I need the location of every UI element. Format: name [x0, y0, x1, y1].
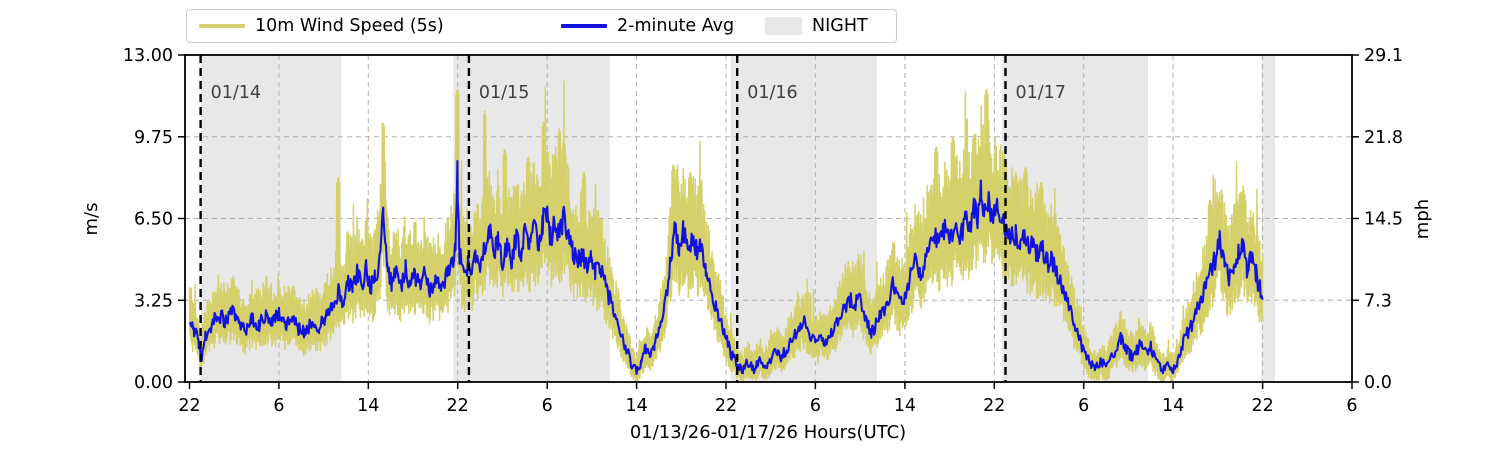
- night-patch-swatch: [765, 17, 802, 35]
- day-markers: 01/14 01/15 01/16 01/17: [199, 55, 1066, 382]
- chart-legend: 10m Wind Speed (5s) 2-minute Avg NIGHT: [186, 9, 897, 43]
- y-right-tick-label: 7.3: [1364, 291, 1392, 311]
- legend-label-raw-wind: 10m Wind Speed (5s): [255, 16, 444, 36]
- legend-item-night: NIGHT: [765, 10, 868, 42]
- avg-wind-series: [188, 160, 1264, 376]
- x-tick-label: 6: [1346, 396, 1357, 416]
- y-left-tick-label: 13.00: [123, 46, 173, 66]
- raw-wind-line-swatch: [199, 24, 245, 28]
- x-tick-label: 14: [894, 396, 916, 416]
- legend-item-raw-wind: 10m Wind Speed (5s): [199, 10, 444, 42]
- grid: [185, 55, 1352, 382]
- x-tick-label: 6: [810, 396, 821, 416]
- y-axis-label-right: mph: [1412, 199, 1433, 239]
- axes: 22 6 14 22 6 14 22 6 14 22 6 14 22 6 0.00 0.0 3.25 7.3 6.5…: [123, 46, 1403, 416]
- y-left-tick-label: 0.00: [134, 373, 173, 393]
- x-tick-label: 14: [1162, 396, 1184, 416]
- day-label: 01/15: [479, 83, 529, 103]
- x-tick-label: 22: [178, 396, 200, 416]
- raw-series: [188, 80, 1264, 382]
- x-tick-label: 6: [542, 396, 553, 416]
- y-right-tick-label: 29.1: [1364, 46, 1403, 66]
- day-label: 01/14: [211, 83, 261, 103]
- raw-wind-series: [188, 80, 1264, 382]
- y-left-tick-label: 3.25: [134, 291, 173, 311]
- y-axis-label-left: m/s: [81, 203, 102, 236]
- x-tick-label: 6: [273, 396, 284, 416]
- y-left-tick-label: 6.50: [134, 210, 173, 230]
- y-left-tick-label: 9.75: [134, 128, 173, 148]
- plot-area: 01/14 01/15 01/16 01/17 22 6 14 22 6 14 22 6 14 22 6 14…: [123, 46, 1403, 416]
- x-tick-label: 22: [447, 396, 469, 416]
- legend-item-avg-wind: 2-minute Avg: [561, 10, 734, 42]
- x-tick-label: 14: [625, 396, 647, 416]
- legend-label-night: NIGHT: [812, 16, 868, 36]
- y-right-tick-label: 0.0: [1364, 373, 1392, 393]
- x-tick-label: 6: [1078, 396, 1089, 416]
- legend-label-avg-wind: 2-minute Avg: [617, 16, 735, 36]
- avg-series: [188, 160, 1264, 376]
- y-right-tick-label: 21.8: [1364, 128, 1403, 148]
- x-tick-label: 22: [983, 396, 1005, 416]
- x-axis-label: 01/13/26-01/17/26 Hours(UTC): [630, 422, 906, 443]
- x-tick-label: 22: [1251, 396, 1273, 416]
- day-label: 01/17: [1016, 83, 1066, 103]
- x-tick-label: 14: [357, 396, 379, 416]
- y-right-tick-label: 14.5: [1364, 210, 1403, 230]
- avg-wind-line-swatch: [561, 24, 607, 28]
- day-label: 01/16: [747, 83, 797, 103]
- x-tick-label: 22: [715, 396, 737, 416]
